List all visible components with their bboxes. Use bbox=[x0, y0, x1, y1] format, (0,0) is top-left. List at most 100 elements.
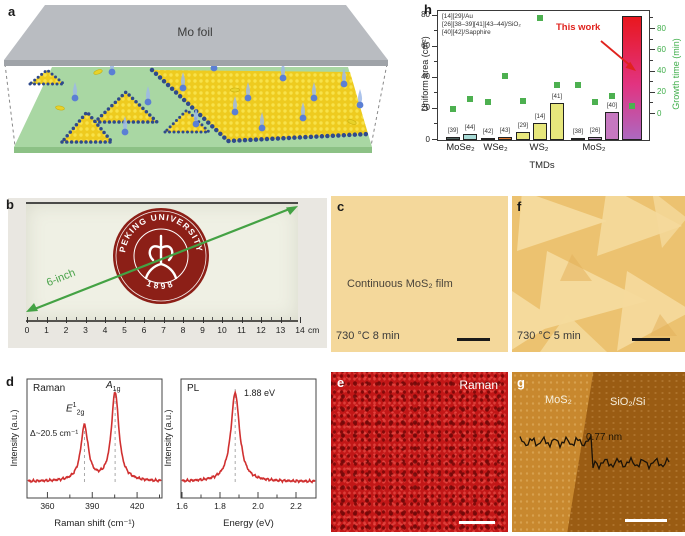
triangle-domains bbox=[512, 196, 685, 352]
step-height-label: 0.77 nm bbox=[586, 432, 623, 443]
panel-label-f: f bbox=[517, 199, 522, 214]
scale-bar bbox=[632, 338, 670, 341]
pl-y-axis-title: Intensity (a.u.) bbox=[163, 409, 173, 467]
growth-time-marker bbox=[575, 82, 581, 89]
ruler-minor-tick bbox=[95, 317, 97, 321]
bar-[38] bbox=[571, 137, 585, 140]
ruler-number: 4 bbox=[102, 325, 108, 335]
right-axis-tick-label: 20 bbox=[657, 87, 666, 97]
panel-c-optical-image: c Continuous MoS₂ film 730 °C 8 min bbox=[331, 196, 508, 352]
left-axis-minor-tick bbox=[434, 30, 437, 32]
bar-[41] bbox=[550, 102, 564, 140]
growth-condition-c: 730 °C 8 min bbox=[336, 330, 400, 342]
ruler-number: 10 bbox=[217, 325, 227, 335]
right-axis-minor-tick bbox=[650, 102, 653, 104]
pl-spectrum-plot: PL 1.88 eV Energy (eV) 1.6 1.8 2.0 2.2 bbox=[176, 378, 317, 536]
panel-d-spectra: d Intensity (a.u.) Raman E12g A1g Δ~20.5… bbox=[0, 372, 330, 536]
right-axis-tick bbox=[650, 28, 655, 29]
h-plot-area: [14][29]/Au [26][38–39][41][43–44]/SiO₂ … bbox=[437, 10, 650, 141]
bar-ref-label: [40] bbox=[606, 102, 618, 110]
h-x-axis-title: TMDs bbox=[529, 160, 555, 171]
bar-[14] bbox=[533, 122, 547, 140]
ruler-number: 7 bbox=[161, 325, 166, 335]
ruler-tick bbox=[124, 317, 126, 323]
bar-ref-label: [38] bbox=[572, 127, 584, 135]
x-tick-label: 1.8 bbox=[214, 501, 226, 511]
left-axis-tick bbox=[432, 45, 437, 47]
right-axis-minor-tick bbox=[650, 81, 653, 83]
ruler-tick bbox=[241, 317, 243, 323]
spectrum-curve bbox=[27, 391, 162, 484]
scale-bar bbox=[457, 338, 490, 341]
pl-x-axis-title: Energy (eV) bbox=[223, 518, 274, 529]
scale-bar bbox=[625, 519, 667, 522]
panel-g-afm-image: g MoS₂ SiO₂/Si 0.77 nm bbox=[512, 372, 685, 532]
left-axis-tick-label: 40 bbox=[421, 72, 430, 82]
panel-b-wafer-photo: b PEKING UNIVERSITY 1898 bbox=[0, 196, 330, 352]
panel-label-e: e bbox=[337, 375, 345, 390]
ruler-number: 6 bbox=[141, 325, 147, 335]
spectrum-curve bbox=[181, 389, 316, 484]
growth-time-marker bbox=[467, 96, 473, 103]
right-axis-minor-tick bbox=[650, 38, 653, 40]
category-label-0: MoSe₂ bbox=[446, 142, 475, 153]
bar-[40] bbox=[605, 112, 619, 140]
mo-foil-top-face bbox=[4, 5, 388, 60]
seal-year: 1898 bbox=[145, 278, 173, 291]
bar-ref-label: [43] bbox=[499, 126, 511, 134]
ruler-minor-tick bbox=[56, 317, 58, 321]
ruler-minor-tick bbox=[212, 317, 214, 321]
ruler-tick bbox=[46, 317, 48, 323]
panel-a-schematic: a bbox=[0, 0, 420, 195]
pl-spectrum-svg bbox=[180, 378, 317, 499]
right-axis-tick bbox=[650, 70, 655, 72]
ruler-number: 9 bbox=[200, 325, 205, 335]
right-axis-tick bbox=[650, 49, 655, 51]
left-axis-tick-label: 60 bbox=[421, 41, 430, 51]
ruler-minor-tick bbox=[153, 317, 155, 321]
ruler-number: 14 bbox=[295, 325, 305, 335]
this-work-arrow bbox=[600, 40, 636, 71]
h-legend-line-2: [26][38–39][41][43–44]/SiO₂ bbox=[442, 21, 521, 28]
raman-plot-title: Raman bbox=[33, 383, 66, 394]
panel-f-optical-image: f 730 °C 5 min bbox=[512, 196, 685, 352]
bar-[43] bbox=[498, 136, 512, 140]
ruler-unit: cm bbox=[308, 325, 320, 335]
scale-bar bbox=[459, 521, 495, 524]
right-axis-tick-label: 80 bbox=[657, 23, 666, 33]
raman-map-caption: Raman bbox=[459, 378, 498, 392]
left-axis-tick bbox=[432, 14, 437, 16]
ruler-tick bbox=[144, 317, 145, 323]
h-legend: [14][29]/Au [26][38–39][41][43–44]/SiO₂ … bbox=[442, 13, 521, 37]
a1g-peak-label: A1g bbox=[106, 380, 121, 393]
growth-time-marker bbox=[485, 99, 491, 106]
x-tick-label: 420 bbox=[129, 501, 145, 511]
x-tick-label: 390 bbox=[85, 501, 100, 511]
panel-label-d: d bbox=[6, 374, 14, 389]
x-tick-label: 360 bbox=[40, 501, 55, 511]
ruler-tick bbox=[300, 317, 301, 323]
left-axis-tick-label: 20 bbox=[421, 103, 430, 113]
ruler-minor-tick bbox=[270, 317, 272, 321]
this-work-annotation: This work bbox=[556, 22, 601, 33]
bar-[39] bbox=[446, 136, 460, 140]
left-axis-tick-label: 0 bbox=[425, 134, 430, 144]
pl-plot-title: PL bbox=[187, 383, 200, 394]
growth-time-marker bbox=[554, 82, 560, 89]
ruler-tick bbox=[66, 317, 67, 323]
ruler-tick bbox=[280, 317, 282, 323]
left-axis-tick bbox=[432, 107, 437, 109]
panel-label-b: b bbox=[6, 197, 14, 212]
bar-ref-label: [14] bbox=[534, 112, 546, 120]
e2g-peak-label: E12g bbox=[66, 402, 85, 417]
raman-y-axis-title: Intensity (a.u.) bbox=[9, 409, 19, 467]
ruler-number: 1 bbox=[44, 325, 49, 335]
mo-foil-label: Mo foil bbox=[177, 25, 212, 39]
right-axis-minor-tick bbox=[650, 17, 653, 19]
growth-time-marker bbox=[520, 98, 526, 105]
panel-label-h: h bbox=[424, 2, 432, 17]
h-legend-line-3: [40][42]/Sapphire bbox=[442, 29, 491, 36]
ruler-number: 2 bbox=[63, 325, 69, 335]
wafer-photograph: PEKING UNIVERSITY 1898 6-inch bbox=[8, 198, 327, 348]
